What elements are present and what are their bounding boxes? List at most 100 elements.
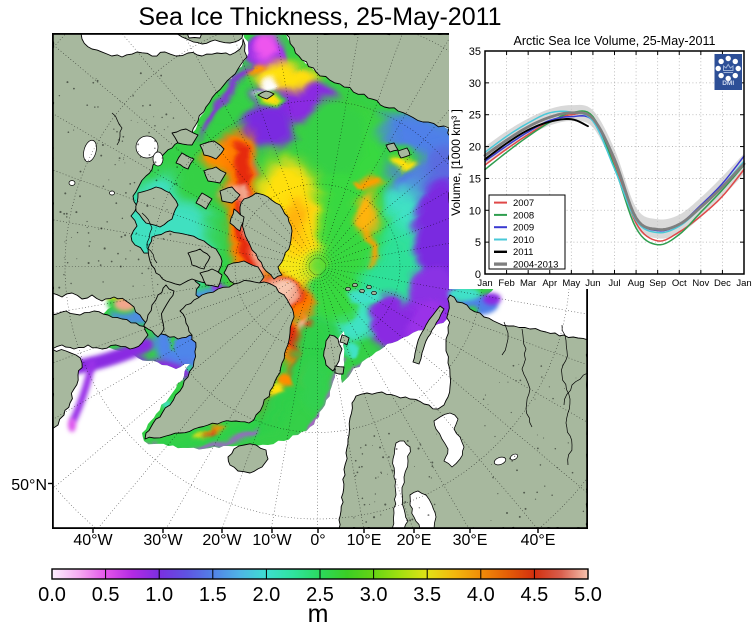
map-ticks xyxy=(48,482,539,533)
y-tick-label: 20 xyxy=(469,142,481,154)
thickness-colorbar: 0.0 0.5 1.0 1.5 2.0 2.5 3.0 3.5 4.0 4.5 5.0 m xyxy=(38,568,602,627)
island-svalbard xyxy=(323,334,343,372)
x-tick-label: Aug xyxy=(628,278,645,289)
page-title: Sea Ice Thickness, 25-May-2011 xyxy=(138,3,502,31)
legend-label-2010: 2010 xyxy=(513,235,534,246)
legend-label-2009: 2009 xyxy=(513,223,534,234)
colorbar-unit-label: m xyxy=(308,600,329,627)
island-franz-josef xyxy=(359,288,365,294)
island-prince-of-wales xyxy=(187,248,211,270)
y-tick-label: 5 xyxy=(475,237,481,249)
legend-label-2007: 2007 xyxy=(513,198,534,209)
legend-label-2011: 2011 xyxy=(513,247,533,258)
dmi-logo-dot xyxy=(725,75,731,82)
x-tick-label: Oct xyxy=(672,278,687,289)
lon-label-10e: 10°E xyxy=(346,532,382,549)
volume-inset: Jan Feb Mar Apr May Jun Jul Aug Sep Oct Nov Dec Jan 0… xyxy=(449,30,754,289)
legend-box xyxy=(488,194,566,270)
lake xyxy=(152,151,164,167)
white-sea xyxy=(433,412,465,468)
lake xyxy=(493,456,507,466)
colorbar-tick-label: 0.0 xyxy=(38,584,66,606)
lake xyxy=(68,180,76,186)
dmi-logo-dot xyxy=(732,72,738,79)
x-tick-label: Dec xyxy=(714,278,731,289)
y-tick-label: 30 xyxy=(469,78,481,90)
island-somerset xyxy=(199,268,223,288)
dmi-logo-dot xyxy=(725,55,731,62)
dmi-logo-dot xyxy=(732,58,738,65)
island-cornwallis xyxy=(219,186,241,204)
lake xyxy=(135,135,159,159)
lon-label-40w: 40°W xyxy=(73,532,113,549)
lon-label-40e: 40°E xyxy=(520,532,556,549)
dmi-logo-text: DMI xyxy=(722,80,734,87)
island-franz-josef xyxy=(345,286,351,292)
colorbar-tick-label: 4.0 xyxy=(467,584,495,606)
x-tick-label: Jan xyxy=(736,278,751,289)
chart-grid xyxy=(485,51,744,274)
lon-label-20e: 20°E xyxy=(396,532,432,549)
island-franz-josef xyxy=(352,282,358,288)
gulf-of-bothnia xyxy=(391,440,411,529)
colorbar-tick-label: 2.0 xyxy=(252,584,280,606)
colorbar-tick-labels: 0.0 0.5 1.0 1.5 2.0 2.5 3.0 3.5 4.0 4.5 5.0 xyxy=(38,584,602,606)
island-wrangel xyxy=(257,90,275,100)
series-2011 xyxy=(484,118,589,161)
x-tick-label: Mar xyxy=(520,278,536,289)
chart-frame xyxy=(484,50,745,275)
land-greenland xyxy=(144,279,295,440)
island-svalbard-ne xyxy=(339,334,350,346)
colorbar-tick-label: 1.5 xyxy=(199,584,227,606)
x-tick-label: Jan xyxy=(477,278,492,289)
legend-label-2004-2013: 2004-2013 xyxy=(513,260,558,271)
chart-y-tick-labels: 0 5 10 15 20 25 30 35 xyxy=(469,46,481,281)
land-speckle xyxy=(58,72,585,523)
lake xyxy=(83,139,97,163)
x-tick-label: Sep xyxy=(649,278,666,289)
lon-label-30e: 30°E xyxy=(452,532,488,549)
dmi-logo-dot xyxy=(718,72,724,79)
dmi-logo-dot xyxy=(715,65,721,72)
island-iceland xyxy=(227,443,269,474)
x-tick-label: Jul xyxy=(608,278,620,289)
lon-label-0: 0° xyxy=(310,532,326,549)
series-2004-2013 xyxy=(483,111,746,232)
lat-label-50n: 50°N xyxy=(11,477,47,494)
chart-x-tick-labels: Jan Feb Mar Apr May Jun Jul Aug Sep Oct Nov Dec Jan xyxy=(477,278,751,289)
colorbar-tick-label: 2.5 xyxy=(306,584,334,606)
dmi-logo: DMI xyxy=(714,54,742,90)
dmi-logo-dot xyxy=(718,58,724,65)
chart-y-axis-label: Volume, [1000 km³ ] xyxy=(449,109,463,216)
lon-label-10w: 10°W xyxy=(252,532,292,549)
y-tick-label: 35 xyxy=(469,46,481,58)
island-novaya-zemlya xyxy=(412,305,445,365)
colorbar-tick-label: 0.5 xyxy=(92,584,120,606)
island-franz-josef xyxy=(366,284,372,290)
colorbar-tick-label: 3.0 xyxy=(360,584,388,606)
island-ellesmere xyxy=(239,192,293,280)
y-tick-label: 25 xyxy=(469,110,481,122)
lon-label-30w: 30°W xyxy=(143,532,183,549)
y-tick-label: 0 xyxy=(475,269,481,281)
island-new-siberian xyxy=(385,142,399,153)
x-tick-label: Jun xyxy=(585,278,600,289)
colorbar-tick-label: 4.5 xyxy=(520,584,548,606)
island-edgeoya xyxy=(334,365,345,375)
colorbar-tick-label: 5.0 xyxy=(574,584,602,606)
island-bathurst xyxy=(203,166,227,184)
x-tick-label: Nov xyxy=(692,278,709,289)
colorbar-tick-label: 3.5 xyxy=(413,584,441,606)
island-new-siberian xyxy=(397,147,411,159)
island-axel xyxy=(229,208,245,232)
y-tick-label: 10 xyxy=(469,205,481,217)
island-franz-josef xyxy=(371,290,377,296)
island-baffin xyxy=(52,284,175,350)
dmi-logo-dot xyxy=(735,65,741,72)
colorbar-tick-label: 1.0 xyxy=(145,584,173,606)
sea-ice-volume-chart: Jan Feb Mar Apr May Jun Jul Aug Sep Oct Nov Dec Jan0… xyxy=(449,34,752,289)
land-chukotka-strip xyxy=(175,33,244,45)
lon-label-20w: 20°W xyxy=(202,532,242,549)
